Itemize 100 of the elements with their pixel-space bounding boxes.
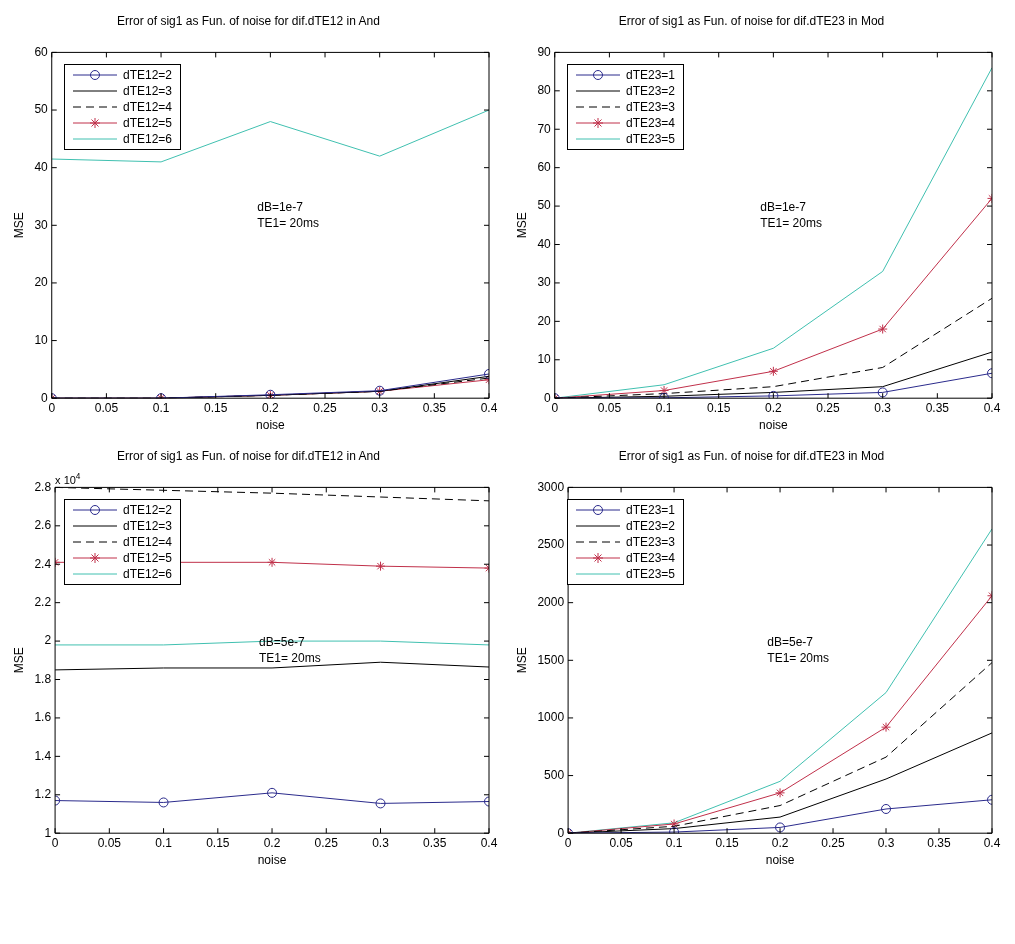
x-tick-label: 0.05 [597, 400, 622, 415]
legend-label: dTE12=6 [123, 132, 173, 146]
x-tick-label: 0.15 [204, 400, 228, 415]
x-tick-label: 0.05 [97, 835, 122, 850]
annotation: dB=1e-7 [257, 200, 304, 215]
x-tick-label: 0.3 [877, 835, 895, 850]
y-tick-label: 2000 [537, 594, 565, 609]
y-tick-label: 1000 [537, 710, 565, 725]
y-tick-label: 70 [537, 121, 552, 136]
x-tick-label: 0.2 [765, 400, 783, 415]
x-axis-title: noise [256, 418, 286, 433]
legend-label: dTE12=3 [123, 84, 173, 98]
legend-label: dTE23=5 [626, 132, 676, 146]
y-tick-label: 1.8 [34, 671, 52, 686]
annotation: TE1= 20ms [259, 651, 321, 666]
y-tick-label: 50 [537, 198, 552, 213]
y-tick-label: 50 [34, 102, 49, 117]
y-tick-label: 2500 [537, 537, 565, 552]
chart-title: Error of sig1 as Fun. of noise for dif.dTE23 in Mod [618, 13, 885, 28]
chart-title: Error of sig1 as Fun. of noise for dif.dTE12 in And [117, 448, 380, 463]
annotation: dB=1e-7 [760, 200, 807, 215]
legend-label: dTE12=6 [123, 567, 173, 581]
y-tick-label: 3000 [537, 479, 565, 494]
x-tick-label: 0.3 [371, 400, 389, 415]
y-tick-label: 90 [537, 44, 552, 59]
x-tick-label: 0.1 [655, 400, 673, 415]
legend-label: dTE12=3 [123, 519, 173, 533]
legend-label: dTE23=1 [626, 503, 676, 517]
legend-label: dTE23=3 [626, 535, 676, 549]
x-tick-label: 0.25 [816, 400, 841, 415]
annotation: TE1= 20ms [760, 216, 822, 231]
y-tick-label: 10 [34, 332, 49, 347]
x-tick-label: 0.35 [927, 835, 952, 850]
x-tick-label: 0.3 [874, 400, 892, 415]
x-tick-label: 0.2 [771, 835, 789, 850]
y-tick-label: 30 [34, 217, 49, 232]
y-tick-label: 0 [557, 825, 565, 840]
annotation: dB=5e-7 [767, 635, 814, 650]
x-tick-label: 0.1 [665, 835, 683, 850]
y-tick-label: 0 [544, 390, 552, 405]
x-tick-label: 0.15 [707, 400, 731, 415]
y-tick-label: 500 [544, 767, 565, 782]
legend-label: dTE12=4 [123, 535, 173, 549]
x-tick-label: 0.4 [983, 835, 1001, 850]
y-tick-label: 60 [34, 44, 49, 59]
legend-label: dTE23=2 [626, 519, 676, 533]
y-tick-label: 40 [34, 159, 49, 174]
x-tick-label: 0.05 [94, 400, 119, 415]
x-tick-label: 0.25 [313, 400, 338, 415]
y-tick-label: 80 [537, 83, 552, 98]
x-axis-title: noise [759, 418, 789, 433]
annotation: TE1= 20ms [257, 216, 319, 231]
y-tick-label: 60 [537, 159, 552, 174]
y-tick-label: 2.8 [34, 479, 52, 494]
x-tick-label: 0.15 [206, 835, 230, 850]
x-tick-label: 0.35 [423, 835, 447, 850]
legend-label: dTE23=1 [626, 68, 676, 82]
x-tick-label: 0.05 [609, 835, 634, 850]
y-tick-label: 1500 [537, 652, 565, 667]
x-tick-label: 0.25 [821, 835, 846, 850]
x-tick-label: 0.3 [372, 835, 390, 850]
y-axis-title: MSE [11, 212, 26, 239]
y-tick-label: 2.6 [34, 518, 52, 533]
chart-title: Error of sig1 as Fun. of noise for dif.dTE12 in And [117, 13, 380, 28]
legend-label: dTE12=2 [123, 68, 173, 82]
y-tick-label: 1.6 [34, 710, 52, 725]
y-tick-label: 2 [44, 633, 52, 648]
x-tick-label: 0.2 [262, 400, 280, 415]
x-tick-label: 0.4 [480, 835, 498, 850]
y-axis-title: MSE [11, 647, 26, 674]
legend-label: dTE23=4 [626, 551, 676, 565]
x-tick-label: 0.15 [715, 835, 740, 850]
legend-label: dTE23=5 [626, 567, 676, 581]
legend-label: dTE12=5 [123, 116, 173, 130]
x-tick-label: 0.35 [422, 400, 447, 415]
y-tick-label: 20 [34, 275, 49, 290]
chart-title: Error of sig1 as Fun. of noise for dif.dTE23 in Mod [618, 448, 885, 463]
y-tick-label: 2.4 [34, 556, 52, 571]
y-tick-label: 10 [537, 352, 552, 367]
y-tick-label: 1.2 [34, 787, 52, 802]
legend-label: dTE23=2 [626, 84, 676, 98]
x-tick-label: 0.2 [263, 835, 281, 850]
annotation: dB=5e-7 [259, 635, 306, 650]
x-axis-title: noise [765, 853, 795, 868]
y-axis-title: MSE [514, 647, 529, 674]
y-tick-label: 1 [44, 825, 52, 840]
x-tick-label: 0.1 [155, 835, 173, 850]
x-tick-label: 0.4 [983, 400, 1001, 415]
legend-label: dTE12=4 [123, 100, 173, 114]
y-tick-label: 0 [41, 390, 49, 405]
x-tick-label: 0.1 [152, 400, 170, 415]
y-tick-label: 1.4 [34, 748, 52, 763]
legend-label: dTE12=5 [123, 551, 173, 565]
y-tick-label: 20 [537, 313, 552, 328]
y-axis-title: MSE [514, 212, 529, 239]
y-tick-label: 30 [537, 275, 552, 290]
x-axis-title: noise [257, 853, 287, 868]
legend-label: dTE23=4 [626, 116, 676, 130]
annotation: TE1= 20ms [767, 651, 830, 666]
x-tick-label: 0.35 [925, 400, 950, 415]
